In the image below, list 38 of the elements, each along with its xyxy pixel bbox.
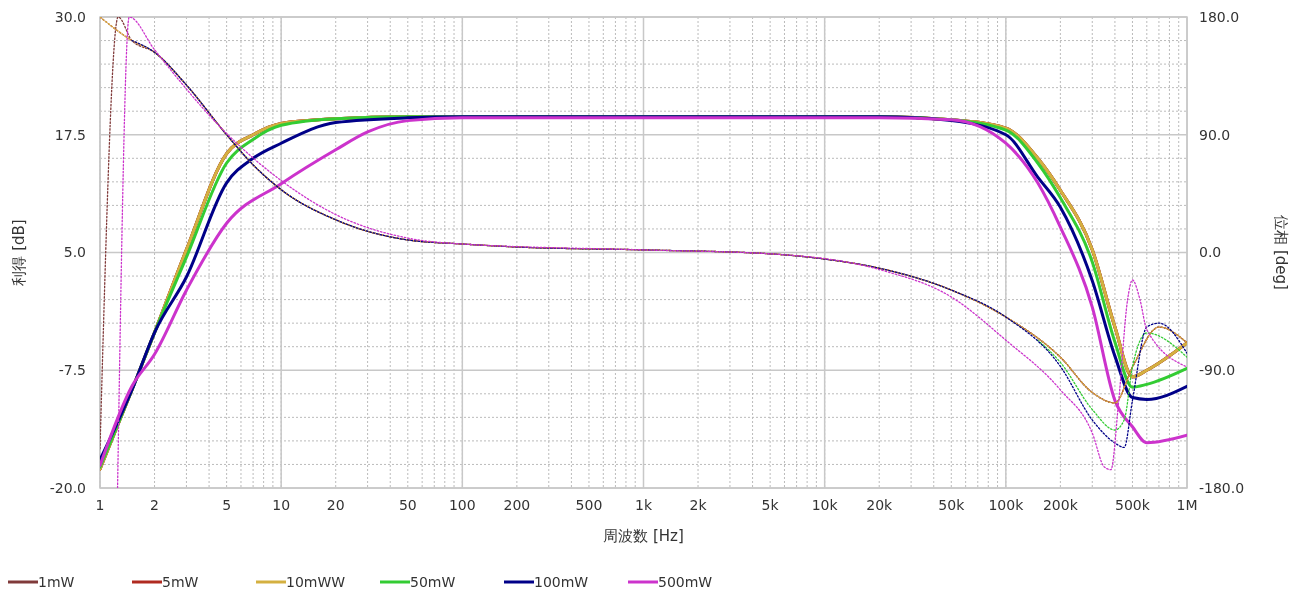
x-tick-label: 50k bbox=[938, 497, 966, 513]
legend-label: 10mWW bbox=[286, 574, 346, 590]
x-tick-label: 200k bbox=[1042, 497, 1079, 513]
x-tick-label: 500 bbox=[575, 497, 603, 513]
legend-label: 5mW bbox=[162, 574, 199, 590]
x-tick-label: 1k bbox=[634, 497, 653, 513]
x-tick-label: 5k bbox=[761, 497, 780, 513]
x-tick-label: 1M bbox=[1176, 497, 1198, 513]
y2-tick-label: -90.0 bbox=[1199, 362, 1236, 379]
x-tick-label: 2 bbox=[150, 497, 159, 513]
x-tick-label: 5 bbox=[222, 497, 232, 513]
legend-label: 50mW bbox=[410, 574, 456, 590]
legend-label: 100mW bbox=[534, 574, 589, 590]
y-axis-title: 利得 [dB] bbox=[10, 219, 28, 286]
y2-tick-label: 180.0 bbox=[1199, 8, 1240, 25]
x-tick-label: 500k bbox=[1115, 497, 1151, 513]
y2-tick-label: -180.0 bbox=[1199, 479, 1245, 496]
x-tick-label: 50 bbox=[398, 497, 417, 513]
x-tick-label: 10 bbox=[272, 497, 291, 513]
x-axis-title: 周波数 [Hz] bbox=[603, 527, 684, 545]
x-tick-label: 100 bbox=[448, 497, 476, 513]
y2-tick-label: 0.0 bbox=[1199, 244, 1222, 261]
x-tick-label: 2k bbox=[689, 497, 708, 513]
legend-label: 500mW bbox=[658, 574, 713, 590]
y2-axis-title: 位相 [deg] bbox=[1272, 215, 1290, 290]
y-tick-label: 30.0 bbox=[54, 8, 86, 25]
x-tick-label: 100k bbox=[988, 497, 1025, 513]
x-tick-label: 10k bbox=[811, 497, 839, 513]
x-tick-label: 20k bbox=[866, 497, 894, 513]
y-tick-label: 17.5 bbox=[54, 126, 86, 143]
legend-label: 1mW bbox=[38, 574, 75, 590]
y2-tick-label: 90.0 bbox=[1199, 126, 1231, 143]
y-tick-label: -7.5 bbox=[58, 362, 86, 379]
y-tick-label: 5.0 bbox=[63, 244, 86, 261]
x-tick-label: 1 bbox=[95, 497, 105, 513]
x-tick-label: 20 bbox=[326, 497, 345, 513]
x-tick-label: 200 bbox=[503, 497, 531, 513]
y-tick-label: -20.0 bbox=[49, 479, 86, 496]
